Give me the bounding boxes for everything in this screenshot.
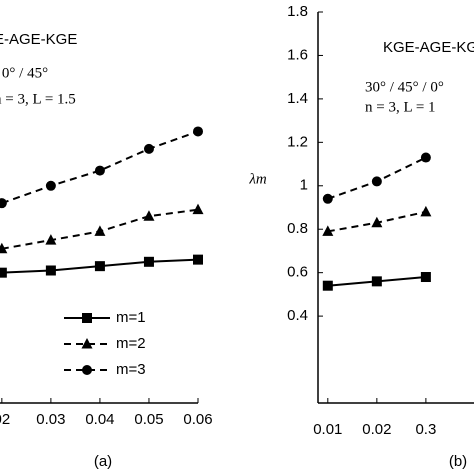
series-line bbox=[1, 130, 199, 205]
marker-square bbox=[420, 272, 431, 283]
annotation: E-AGE-KGE bbox=[0, 31, 77, 48]
legend-label: m=3 bbox=[116, 361, 146, 378]
y-tick-label: 1 bbox=[300, 177, 308, 194]
x-tick-label: 0.01 bbox=[313, 421, 342, 438]
marker-square bbox=[94, 261, 105, 272]
marker-triangle bbox=[94, 225, 106, 236]
marker-triangle bbox=[143, 210, 155, 221]
marker-circle bbox=[45, 180, 56, 191]
annotation: n = 3, L = 1 bbox=[365, 99, 436, 115]
marker-square bbox=[0, 267, 7, 278]
marker-circle bbox=[322, 193, 333, 204]
x-tick-label: 0.05 bbox=[134, 411, 163, 428]
marker-circle bbox=[193, 126, 203, 137]
marker-circle bbox=[420, 152, 431, 163]
marker-circle bbox=[371, 176, 382, 187]
marker-circle bbox=[0, 198, 7, 209]
x-tick-label: 0.04 bbox=[85, 411, 114, 428]
y-tick-label: 0.4 bbox=[287, 307, 308, 324]
marker-triangle bbox=[322, 225, 334, 236]
marker-triangle bbox=[371, 216, 383, 228]
marker-square bbox=[82, 313, 92, 323]
marker-triangle bbox=[192, 203, 204, 215]
chart: 0.01 0.02 0.3 0.4 0.6 0.8 1 1.2 1.4 1.6 1.8 KGE-AGE… bbox=[248, 3, 474, 470]
caption: (a) bbox=[94, 453, 112, 470]
y-axis-label: λm bbox=[248, 171, 266, 187]
marker-square bbox=[371, 276, 382, 287]
y-tick-label: 1.8 bbox=[287, 3, 308, 20]
annotation: n = 3, L = 1.5 bbox=[0, 91, 76, 107]
x-tick-label: 0.06 bbox=[183, 411, 212, 428]
marker-square bbox=[193, 254, 203, 265]
marker-circle bbox=[82, 365, 92, 375]
marker-triangle bbox=[0, 242, 8, 254]
marker-triangle bbox=[81, 338, 93, 349]
y-tick-label: 0.6 bbox=[287, 264, 308, 281]
marker-triangle bbox=[420, 205, 432, 217]
x-tick-label: 0.3 bbox=[415, 421, 436, 438]
marker-circle bbox=[94, 165, 105, 176]
marker-square bbox=[143, 256, 154, 267]
x-tick-label: 02 bbox=[0, 411, 10, 428]
y-tick-label: 1.6 bbox=[287, 46, 308, 63]
legend-label: m=1 bbox=[116, 309, 146, 326]
caption: (b) bbox=[449, 453, 467, 470]
chart: 02 0.03 0.04 0.05 0.06 m=1 m=2 m=3 E-AGE-KGE / 0°… bbox=[0, 31, 213, 470]
marker-circle bbox=[143, 143, 154, 154]
annotation: 30° / 45° / 0° bbox=[365, 79, 444, 95]
y-tick-label: 0.8 bbox=[287, 220, 308, 237]
y-tick-label: 1.2 bbox=[287, 133, 308, 150]
marker-square bbox=[322, 280, 333, 291]
legend-label: m=2 bbox=[116, 335, 146, 352]
annotation: KGE-AGE-KG bbox=[383, 39, 474, 56]
y-tick-label: 1.4 bbox=[287, 90, 308, 107]
x-tick-label: 0.03 bbox=[36, 411, 65, 428]
x-tick-label: 0.02 bbox=[362, 421, 391, 438]
marker-triangle bbox=[45, 234, 57, 245]
annotation: / 0° / 45° bbox=[0, 65, 48, 81]
marker-square bbox=[45, 265, 56, 276]
